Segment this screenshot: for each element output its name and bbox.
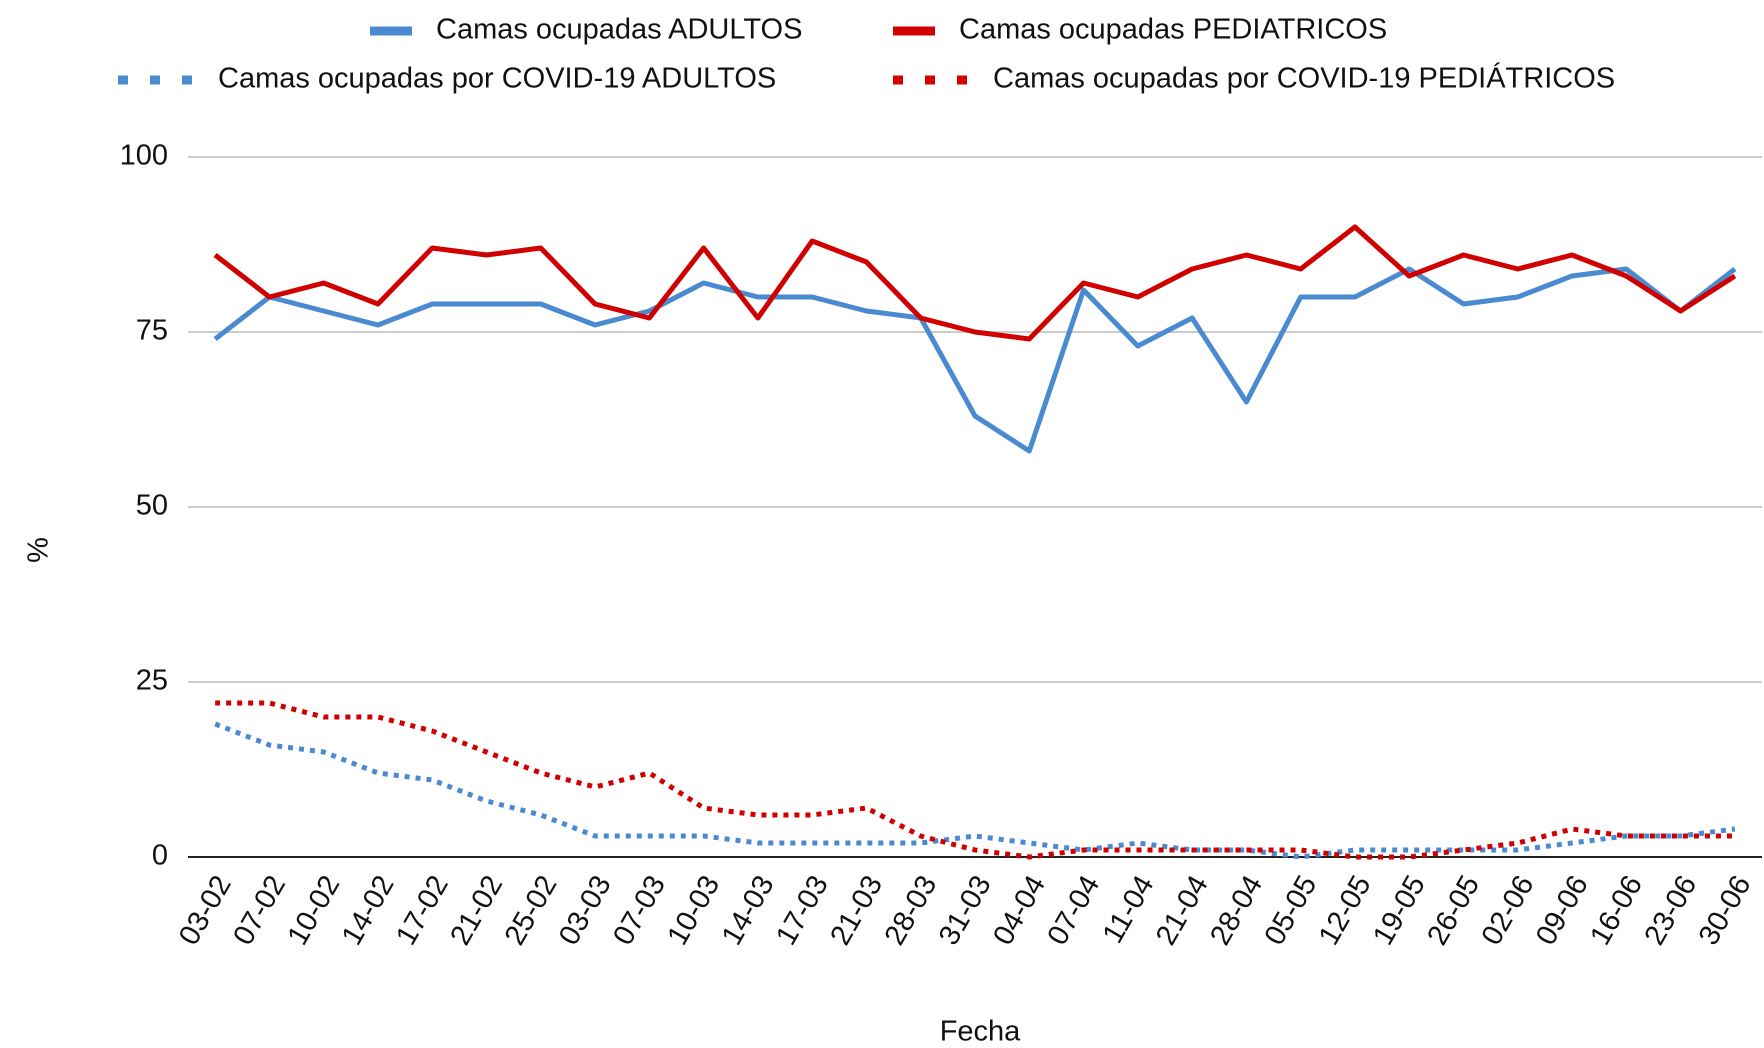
x-tick-label: 21-03 [824, 870, 889, 950]
x-tick-label: 10-02 [282, 870, 347, 950]
y-tick-label: 25 [136, 665, 168, 697]
series-line [213, 224, 1737, 342]
y-tick-label: 100 [120, 140, 168, 172]
x-tick-label: 21-04 [1150, 870, 1215, 950]
y-tick-label: 50 [136, 490, 168, 522]
x-tick-label: 21-02 [444, 870, 509, 950]
y-tick-label: 75 [136, 315, 168, 347]
legend-label: Camas ocupadas ADULTOS [436, 14, 802, 46]
x-tick-label: 02-06 [1476, 870, 1541, 950]
x-tick-label: 04-04 [987, 870, 1052, 950]
x-tick-label: 03-02 [173, 870, 238, 950]
x-tick-label: 14-02 [336, 870, 401, 950]
x-tick-label: 30-06 [1693, 870, 1758, 950]
x-tick-label: 11-04 [1097, 870, 1161, 948]
x-tick-label: 07-03 [607, 870, 672, 950]
x-tick-label: 28-04 [1204, 870, 1269, 950]
legend-label: Camas ocupadas por COVID-19 PEDIÁTRICOS [993, 62, 1615, 95]
x-tick-label: 25-02 [499, 870, 564, 950]
x-tick-label: 05-05 [1259, 870, 1324, 950]
x-tick-label: 10-03 [662, 870, 727, 950]
x-axis-label: Fecha [940, 1016, 1021, 1048]
legend-label: Camas ocupadas PEDIATRICOS [959, 14, 1387, 46]
x-tick-label: 28-03 [879, 870, 944, 950]
x-tick-label: 19-05 [1367, 870, 1432, 950]
x-tick-label: 07-02 [227, 870, 292, 950]
series-line [214, 721, 1736, 860]
x-tick-label: 17-02 [390, 870, 455, 950]
x-tick-label: 14-03 [716, 870, 781, 950]
x-tick-label: 31-03 [933, 870, 998, 950]
y-axis-label: % [23, 537, 55, 563]
x-tick-label: 12-05 [1313, 870, 1378, 950]
series-line [213, 266, 1737, 454]
x-tick-label: 26-05 [1421, 870, 1486, 950]
x-tick-label: 23-06 [1638, 870, 1703, 950]
x-tick-label: 03-03 [553, 870, 618, 950]
y-tick-label: 0 [152, 840, 168, 872]
x-tick-label: 09-06 [1530, 870, 1595, 950]
x-tick-label: 16-06 [1584, 870, 1649, 950]
x-tick-label: 07-04 [1041, 870, 1106, 950]
legend-label: Camas ocupadas por COVID-19 ADULTOS [218, 63, 776, 95]
series-line [215, 700, 1735, 860]
x-tick-label: 17-03 [770, 870, 835, 950]
